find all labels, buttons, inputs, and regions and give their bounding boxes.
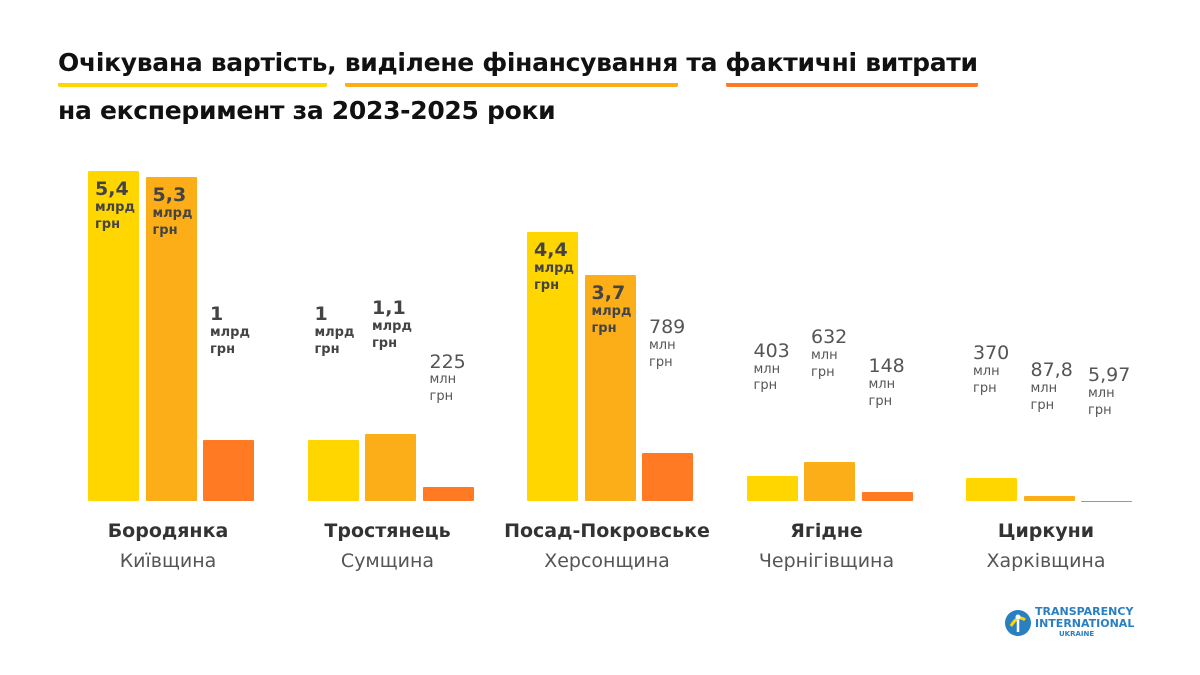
bar [88, 171, 139, 501]
value-label: 1 млрд грн [315, 304, 363, 359]
bar [746, 476, 798, 501]
legend-series-1: виділене фінансування [344, 48, 678, 87]
bar [365, 433, 416, 501]
bar [804, 462, 855, 501]
value-number: 789 [649, 316, 686, 339]
value-unit: млн грн [973, 363, 1000, 396]
value-number: 1,1 [372, 297, 406, 320]
value-label: 5,4 млрд грн [95, 179, 143, 234]
value-unit: млн грн [868, 377, 896, 410]
category-region: Сумщина [340, 550, 435, 572]
value-unit: млрд грн [152, 206, 193, 238]
legend-series-2: фактичні витрати [725, 48, 978, 87]
category-region: Харківщина [986, 550, 1106, 572]
value-unit: млн грн [1088, 385, 1115, 418]
category-region: Київщина [119, 550, 217, 572]
value-number: 3,7 [591, 281, 626, 304]
value-number: 225 [429, 350, 466, 373]
category: Бородянка Київщина [58, 520, 278, 572]
bar [642, 452, 693, 501]
value-number: 1 [314, 303, 328, 326]
bar [145, 177, 197, 501]
value-label: 632 млн грн [811, 325, 859, 382]
category: Циркуни Харківщина [936, 520, 1156, 572]
category: Посад-Покровське Херсонщина [497, 520, 717, 572]
logo-text: TRANSPARENCY [1035, 605, 1134, 618]
category-name: Бородянка [107, 520, 229, 542]
value-label: 789 млн грн [649, 317, 697, 372]
category-region: Чернігівщина [758, 550, 895, 572]
value-number: 1 [210, 303, 224, 326]
category-name: Циркуни [997, 520, 1095, 542]
value-unit: млрд грн [210, 325, 250, 357]
value-label: 370 млн грн [973, 341, 1021, 398]
value-number: 370 [973, 341, 1010, 364]
logo: TRANSPARENCY INTERNATIONAL UKRAINE [1003, 606, 1143, 646]
bar [861, 491, 913, 501]
bar [584, 274, 636, 501]
value-label: 148 млн грн [869, 356, 917, 411]
category: Ягідне Чернігівщина [717, 520, 937, 572]
value-label: 3,7 млрд грн [591, 281, 640, 338]
value-number: 5,4 [95, 178, 129, 200]
plot: 5,4 млрд грн 5,3 млрд грн 1 млрд грн Бородянка… [58, 171, 1156, 572]
bar [1023, 495, 1075, 501]
value-label: 1 млрд грн [210, 304, 258, 359]
category-name: Ягідне [790, 520, 863, 542]
subtitle: на експеримент за 2023-2025 роки [58, 96, 556, 125]
category-name: Тростянець [324, 520, 451, 542]
title-join: та [686, 48, 718, 77]
value-unit: млрд грн [314, 325, 355, 357]
value-unit: млрд грн [591, 303, 632, 336]
value-unit: млн грн [649, 338, 676, 370]
value-unit: млрд грн [534, 261, 574, 293]
legend-series-0: Очікувана вартість [58, 48, 327, 87]
value-label: 5,3 млрд грн [153, 185, 201, 240]
value-label: 5,97 млн грн [1088, 365, 1136, 420]
bar [1081, 500, 1132, 502]
value-number: 632 [811, 325, 848, 348]
value-unit: млн грн [753, 361, 781, 394]
value-number: 5,97 [1088, 363, 1131, 386]
value-number: 4,4 [534, 239, 568, 262]
value-unit: млн грн [429, 372, 457, 405]
bar [527, 232, 578, 501]
category: Тростянець Сумщина [278, 520, 498, 572]
title-line: Очікувана вартість, виділене фінансуванн… [58, 48, 978, 87]
value-label: 1,1 млрд грн [372, 298, 420, 353]
value-number: 148 [868, 355, 905, 378]
value-unit: млрд грн [95, 199, 135, 232]
value-unit: млн грн [1030, 380, 1058, 413]
value-unit: млн грн [811, 347, 838, 380]
logo-icon [1005, 610, 1031, 636]
value-number: 87,8 [1030, 358, 1073, 381]
value-unit: млрд грн [372, 319, 412, 351]
category-name: Посад-Покровське [504, 520, 710, 542]
value-label: 4,4 млрд грн [534, 240, 582, 295]
bar [203, 439, 254, 501]
value-number: 403 [753, 339, 790, 362]
value-label: 87,8 млн грн [1031, 360, 1079, 415]
category-region: Херсонщина [544, 550, 670, 572]
bar [966, 478, 1017, 501]
title-join: , [327, 48, 337, 77]
bar [307, 439, 359, 501]
bar [422, 487, 474, 501]
logo-text: UKRAINE [1059, 630, 1095, 638]
logo-text: INTERNATIONAL [1035, 617, 1135, 630]
value-label: 403 млн грн [753, 339, 802, 396]
value-label: 225 млн грн [429, 350, 478, 407]
value-number: 5,3 [152, 184, 187, 207]
